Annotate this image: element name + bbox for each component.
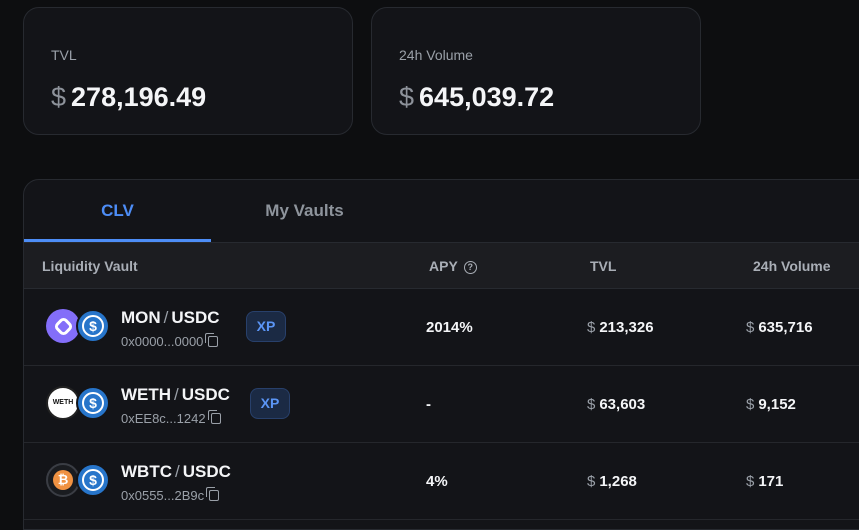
tvl-amount: 213,326 xyxy=(599,319,654,336)
usdc-token-icon: $ xyxy=(76,463,110,497)
apy-value: - xyxy=(426,396,431,413)
table-row[interactable]: ₿ $ WBTC / USDC 0x0555...2B9c 4% $1,268 $1… xyxy=(24,443,859,520)
volume-value: $645,039.72 xyxy=(399,82,554,113)
mon-token-icon xyxy=(46,309,80,343)
tvl-amount: 63,603 xyxy=(599,396,646,413)
quote-token: USDC xyxy=(182,462,231,481)
tab-clv[interactable]: CLV xyxy=(24,180,211,242)
col-tvl[interactable]: TVL xyxy=(590,258,617,274)
quote-token: USDC xyxy=(181,385,230,404)
vault-address: 0x0555...2B9c xyxy=(121,487,220,503)
address-text: 0x0000...0000 xyxy=(121,334,204,349)
copy-icon[interactable] xyxy=(206,487,220,501)
col-apy[interactable]: APY? xyxy=(429,258,477,274)
volume-amount: 9,152 xyxy=(758,396,796,413)
vaults-panel: CLV My Vaults Liquidity Vault APY? TVL 2… xyxy=(23,179,859,530)
apy-value: 2014% xyxy=(426,319,473,336)
col-apy-label: APY xyxy=(429,258,458,274)
volume-amount: 635,716 xyxy=(758,319,813,336)
volume-label: 24h Volume xyxy=(399,47,473,63)
currency-symbol: $ xyxy=(587,319,596,336)
pair-icons: WETH $ xyxy=(46,386,110,422)
tab-bar: CLV My Vaults xyxy=(24,180,859,242)
tab-my-vaults[interactable]: My Vaults xyxy=(265,201,344,220)
pair-name: WBTC / USDC xyxy=(121,462,231,482)
xp-badge: XP xyxy=(250,388,290,419)
tvl-value: $278,196.49 xyxy=(51,82,206,113)
col-24h-volume[interactable]: 24h Volume xyxy=(753,258,831,274)
volume-card: 24h Volume $645,039.72 xyxy=(371,7,701,135)
base-token: MON xyxy=(121,308,161,327)
currency-symbol: $ xyxy=(587,473,596,490)
pair-separator: / xyxy=(163,308,169,327)
tvl-value: $63,603 xyxy=(587,396,645,413)
volume-currency: $ xyxy=(399,82,415,112)
help-icon[interactable]: ? xyxy=(463,261,477,274)
copy-icon[interactable] xyxy=(205,333,219,347)
usdc-token-icon: $ xyxy=(76,309,110,343)
pair-separator: / xyxy=(174,385,179,404)
currency-symbol: $ xyxy=(746,473,755,490)
vault-address: 0xEE8c...1242 xyxy=(121,410,221,426)
pair-icons: $ xyxy=(46,309,110,345)
usdc-token-icon: $ xyxy=(76,386,110,420)
col-liquidity-vault[interactable]: Liquidity Vault xyxy=(42,258,138,274)
apy-value: 4% xyxy=(426,473,448,490)
tvl-card: TVL $278,196.49 xyxy=(23,7,353,135)
base-token: WETH xyxy=(121,385,172,404)
currency-symbol: $ xyxy=(587,396,596,413)
wbtc-token-icon: ₿ xyxy=(46,463,80,497)
tvl-amount: 1,268 xyxy=(599,473,637,490)
currency-symbol: $ xyxy=(746,396,755,413)
quote-token: USDC xyxy=(171,308,220,327)
currency-symbol: $ xyxy=(746,319,755,336)
xp-badge: XP xyxy=(246,311,286,342)
address-text: 0xEE8c...1242 xyxy=(121,411,206,426)
pair-separator: / xyxy=(174,462,180,481)
vault-address: 0x0000...0000 xyxy=(121,333,219,349)
weth-token-icon: WETH xyxy=(46,386,80,420)
tvl-currency: $ xyxy=(51,82,67,112)
volume-value: $9,152 xyxy=(746,396,796,413)
pair-name: MON / USDC xyxy=(121,308,220,328)
copy-icon[interactable] xyxy=(207,410,221,424)
address-text: 0x0555...2B9c xyxy=(121,488,205,503)
bitcoin-icon: ₿ xyxy=(53,470,73,490)
volume-amount: 645,039.72 xyxy=(419,82,555,112)
pair-name: WETH / USDC xyxy=(121,385,230,405)
base-token: WBTC xyxy=(121,462,172,481)
table-header: Liquidity Vault APY? TVL 24h Volume xyxy=(24,242,859,289)
table-row[interactable]: WETH $ WETH / USDC 0xEE8c...1242 XP - $63,… xyxy=(24,366,859,443)
tvl-value: $1,268 xyxy=(587,473,637,490)
table-row[interactable]: $ MON / USDC 0x0000...0000 XP 2014% $213,3… xyxy=(24,289,859,366)
tvl-value: $213,326 xyxy=(587,319,654,336)
pair-icons: ₿ $ xyxy=(46,463,110,499)
tvl-amount: 278,196.49 xyxy=(71,82,207,112)
volume-value: $171 xyxy=(746,473,783,490)
tvl-label: TVL xyxy=(51,47,77,63)
volume-value: $635,716 xyxy=(746,319,813,336)
volume-amount: 171 xyxy=(758,473,784,490)
